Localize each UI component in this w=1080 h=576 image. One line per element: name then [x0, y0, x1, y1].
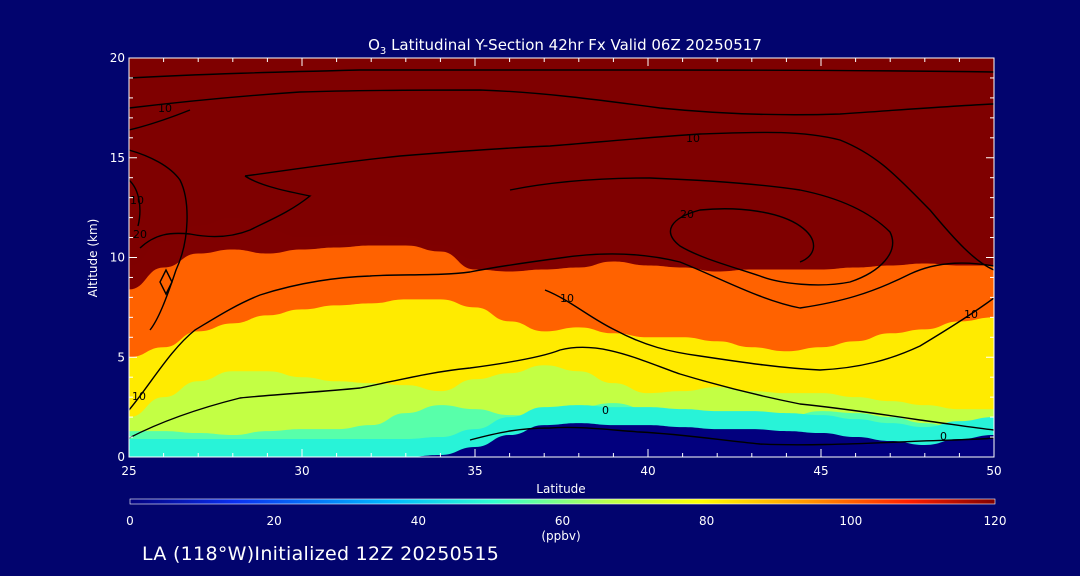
ozone-layers	[129, 217, 994, 457]
contour-line	[129, 69, 994, 79]
y-axis: 0 5 10 15 20	[110, 51, 994, 464]
contour-line	[129, 346, 994, 439]
contour-label: 10	[132, 390, 146, 403]
colorbar-tick-label: 120	[984, 514, 1007, 528]
contour-label: 10	[130, 194, 144, 207]
contour-label: 0	[602, 404, 609, 417]
colorbar-tick-label: 40	[411, 514, 426, 528]
contour-line	[244, 131, 994, 271]
station-footer: LA (118°W)Initialized 12Z 20250515	[142, 543, 500, 565]
colorbar	[129, 498, 996, 505]
x-tick-label: 30	[294, 464, 309, 478]
terrain	[129, 423, 994, 457]
y-axis-label: Altitude (km)	[86, 219, 100, 298]
colorbar-tick-label: 20	[267, 514, 282, 528]
contour-line	[139, 175, 312, 249]
x-tick-label: 50	[986, 464, 1001, 478]
contour-line	[129, 109, 191, 131]
contour-lines	[129, 69, 994, 446]
title-subscript: 3	[380, 46, 386, 57]
colorbar-tick-label: 100	[839, 514, 862, 528]
y-tick-label: 0	[117, 450, 125, 464]
contour-line	[129, 89, 994, 116]
y-tick-label: 10	[110, 251, 125, 265]
contour-line	[129, 253, 994, 411]
y-tick-label: 20	[110, 51, 125, 65]
colorbar-tick-label: 80	[699, 514, 714, 528]
contour-line	[509, 177, 894, 286]
contour-line	[544, 289, 994, 371]
contour-line	[159, 268, 173, 296]
contour-label: 0	[940, 430, 947, 443]
colorbar-tick-label: 60	[555, 514, 570, 528]
contour-label: 20	[133, 228, 147, 241]
x-tick-label: 25	[121, 464, 136, 478]
plot-area: 10 10 20 20 10 10 10 0 0 10	[129, 58, 994, 457]
contour-line	[129, 179, 141, 227]
contour-label: 10	[964, 308, 978, 321]
y-tick-label: 5	[117, 350, 125, 364]
y-tick-label: 15	[110, 151, 125, 165]
chart-title: O3 Latitudinal Y-Section 42hr Fx Valid 0…	[368, 36, 762, 57]
contour-line	[469, 426, 994, 446]
x-axis: 25 30 35 40 45 50	[121, 58, 1002, 478]
contour-label: 10	[686, 132, 700, 145]
title-rest: Latitudinal Y-Section 42hr Fx Valid 06Z …	[386, 36, 762, 54]
x-tick-label: 45	[813, 464, 828, 478]
contour-label: 10	[560, 292, 574, 305]
x-tick-label: 40	[640, 464, 655, 478]
x-axis-label: Latitude	[536, 482, 585, 496]
x-tick-label: 35	[467, 464, 482, 478]
contour-label: 20	[680, 208, 694, 221]
colorbar-unit: (ppbv)	[541, 529, 580, 543]
contour-label: 10	[158, 102, 172, 115]
colorbar-ticks: 0 20 40 60 80 100 120	[126, 514, 1006, 528]
colorbar-tick-label: 0	[126, 514, 134, 528]
contour-line	[129, 149, 188, 331]
contour-label-group: 10 10 20 20 10 10 10 0 0 10	[130, 102, 978, 443]
